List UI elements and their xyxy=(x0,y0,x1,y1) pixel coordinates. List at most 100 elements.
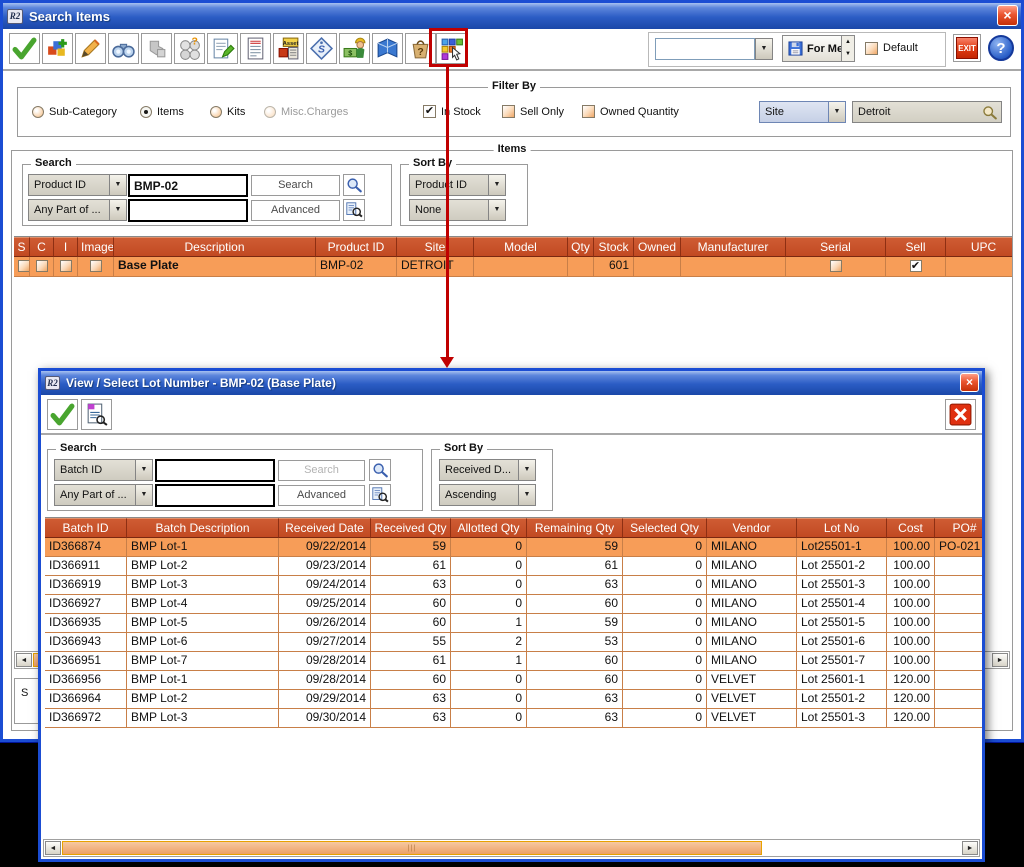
price-tag-button[interactable]: S xyxy=(306,33,337,64)
preset-combo-input[interactable] xyxy=(655,38,755,60)
chevron-down-icon[interactable]: ▼ xyxy=(518,484,536,506)
lot-row[interactable]: ID366956 BMP Lot-1 09/28/2014 60 0 60 0 VELVET L… xyxy=(45,671,982,690)
column-header-s[interactable]: S xyxy=(14,237,30,257)
batch-id-input[interactable] xyxy=(155,459,275,482)
scrollbar-thumb[interactable]: ||| xyxy=(62,841,762,855)
dialog-any-part-dropdown[interactable]: Any Part of ... ▼ xyxy=(54,484,153,506)
sort-primary-dropdown[interactable]: Product ID ▼ xyxy=(409,174,506,196)
main-titlebar[interactable]: R2 Search Items xyxy=(3,3,1021,29)
column-header-batch-id[interactable]: Batch ID xyxy=(45,518,127,538)
radio-sub-category-label[interactable]: Sub-Category xyxy=(49,106,117,118)
notes-button[interactable] xyxy=(207,33,238,64)
list-button[interactable] xyxy=(240,33,271,64)
any-part-input[interactable] xyxy=(128,199,248,222)
dialog-titlebar[interactable]: R2 View / Select Lot Number - BMP-02 (Ba… xyxy=(41,371,982,395)
chevron-down-icon[interactable]: ▼ xyxy=(135,484,153,506)
lot-row[interactable]: ID366874 BMP Lot-1 09/22/2014 59 0 59 0 MILANO L… xyxy=(45,538,982,557)
column-header-owned[interactable]: Owned xyxy=(634,237,681,257)
main-close-button[interactable]: × xyxy=(997,5,1018,26)
advanced-magnifier-button[interactable] xyxy=(343,199,365,221)
column-header-description[interactable]: Description xyxy=(114,237,316,257)
scroll-left-icon[interactable]: ◄ xyxy=(45,841,61,855)
advanced-button[interactable]: Advanced xyxy=(251,200,340,221)
column-header-qty[interactable]: Qty xyxy=(568,237,594,257)
checked-checkbox[interactable]: ✔ xyxy=(909,259,922,272)
unchecked-checkbox[interactable] xyxy=(829,259,842,272)
column-header-remaining-qty[interactable]: Remaining Qty xyxy=(527,518,623,538)
column-header-selected-qty[interactable]: Selected Qty xyxy=(623,518,707,538)
batch-id-dropdown[interactable]: Batch ID ▼ xyxy=(54,459,153,481)
default-checkbox[interactable] xyxy=(865,42,878,55)
add-item-button[interactable] xyxy=(42,33,73,64)
column-header-stock[interactable]: Stock xyxy=(594,237,634,257)
radio-kits-label[interactable]: Kits xyxy=(227,106,246,118)
find-button[interactable] xyxy=(108,33,139,64)
column-header-manufacturer[interactable]: Manufacturer xyxy=(681,237,786,257)
column-header-received-date[interactable]: Received Date xyxy=(279,518,371,538)
any-part-dropdown[interactable]: Any Part of ... ▼ xyxy=(28,199,127,221)
lot-row[interactable]: ID366927 BMP Lot-4 09/25/2014 60 0 60 0 MILANO L… xyxy=(45,595,982,614)
unchecked-checkbox[interactable] xyxy=(35,259,48,272)
preset-combo[interactable]: ▼ xyxy=(655,38,773,60)
radio-kits[interactable] xyxy=(210,106,222,118)
column-header-c[interactable]: C xyxy=(30,237,54,257)
lot-row[interactable]: ID366943 BMP Lot-6 09/27/2014 55 2 53 0 MILANO L… xyxy=(45,633,982,652)
chevron-down-icon[interactable]: ▼ xyxy=(109,199,127,221)
column-header-vendor[interactable]: Vendor xyxy=(707,518,797,538)
dialog-sort-primary-dropdown[interactable]: Received D... ▼ xyxy=(439,459,536,481)
query-items-button[interactable]: ? xyxy=(174,33,205,64)
sort-secondary-dropdown[interactable]: None ▼ xyxy=(409,199,506,221)
column-header-sell[interactable]: Sell xyxy=(886,237,946,257)
radio-items-label[interactable]: Items xyxy=(157,106,184,118)
items-table-row[interactable]: Base Plate BMP-02 DETROIT 601 ✔ xyxy=(14,257,1012,277)
dialog-advanced-magnifier-button[interactable] xyxy=(369,484,391,506)
product-id-input[interactable] xyxy=(128,174,248,197)
dialog-hscrollbar[interactable]: ◄ ||| ► xyxy=(43,839,980,857)
in-stock-checkbox[interactable]: ✔ xyxy=(423,105,436,118)
catalog-button[interactable] xyxy=(372,33,403,64)
owned-quantity-label[interactable]: Owned Quantity xyxy=(600,106,679,118)
search-field-dropdown[interactable]: Product ID ▼ xyxy=(28,174,127,196)
lot-row[interactable]: ID366935 BMP Lot-5 09/26/2014 60 1 59 0 MILANO L… xyxy=(45,614,982,633)
for-me-button[interactable]: For Me xyxy=(782,35,850,62)
column-header-allotted-qty[interactable]: Allotted Qty xyxy=(451,518,527,538)
in-stock-label[interactable]: In Stock xyxy=(441,106,481,118)
dialog-search-magnifier-button[interactable] xyxy=(369,459,391,481)
chevron-down-icon[interactable]: ▼ xyxy=(109,174,127,196)
dialog-close-button[interactable]: × xyxy=(960,373,979,392)
ok-button[interactable] xyxy=(9,33,40,64)
chevron-down-icon[interactable]: ▼ xyxy=(488,199,506,221)
scroll-right-icon[interactable]: ► xyxy=(992,653,1008,667)
sell-only-label[interactable]: Sell Only xyxy=(520,106,565,118)
dialog-ok-button[interactable] xyxy=(47,399,78,430)
column-header-site[interactable]: Site xyxy=(397,237,474,257)
site-search-field[interactable]: Detroit xyxy=(852,101,1002,123)
lot-row[interactable]: ID366919 BMP Lot-3 09/24/2014 63 0 63 0 MILANO L… xyxy=(45,576,982,595)
column-header-po-[interactable]: PO# xyxy=(935,518,982,538)
chevron-down-icon[interactable]: ▼ xyxy=(828,101,846,123)
search-button[interactable]: Search xyxy=(251,175,340,196)
unchecked-checkbox[interactable] xyxy=(18,259,29,272)
column-header-upc[interactable]: UPC xyxy=(946,237,1012,257)
dialog-cancel-button[interactable] xyxy=(945,399,976,430)
lot-row[interactable]: ID366911 BMP Lot-2 09/23/2014 61 0 61 0 MILANO L… xyxy=(45,557,982,576)
asset-button[interactable]: Asset xyxy=(273,33,304,64)
site-dropdown[interactable]: Site ▼ xyxy=(759,101,846,123)
column-header-received-qty[interactable]: Received Qty xyxy=(371,518,451,538)
column-header-cost[interactable]: Cost xyxy=(887,518,935,538)
column-header-model[interactable]: Model xyxy=(474,237,568,257)
dialog-advanced-button[interactable]: Advanced xyxy=(278,485,365,506)
column-header-lot-no[interactable]: Lot No xyxy=(797,518,887,538)
chevron-down-icon[interactable]: ▼ xyxy=(755,38,773,60)
vendor-payment-button[interactable]: $ xyxy=(339,33,370,64)
search-magnifier-button[interactable] xyxy=(343,174,365,196)
view-lots-button[interactable] xyxy=(436,33,467,64)
column-header-product-id[interactable]: Product ID xyxy=(316,237,397,257)
edit-button[interactable] xyxy=(75,33,106,64)
chevron-down-icon[interactable]: ▼ xyxy=(518,459,536,481)
lot-row[interactable]: ID366972 BMP Lot-3 09/30/2014 63 0 63 0 VELVET L… xyxy=(45,709,982,728)
radio-items[interactable] xyxy=(140,106,152,118)
owned-quantity-checkbox[interactable] xyxy=(582,105,595,118)
column-header-batch-description[interactable]: Batch Description xyxy=(127,518,279,538)
exit-button[interactable]: EXIT xyxy=(953,34,981,62)
